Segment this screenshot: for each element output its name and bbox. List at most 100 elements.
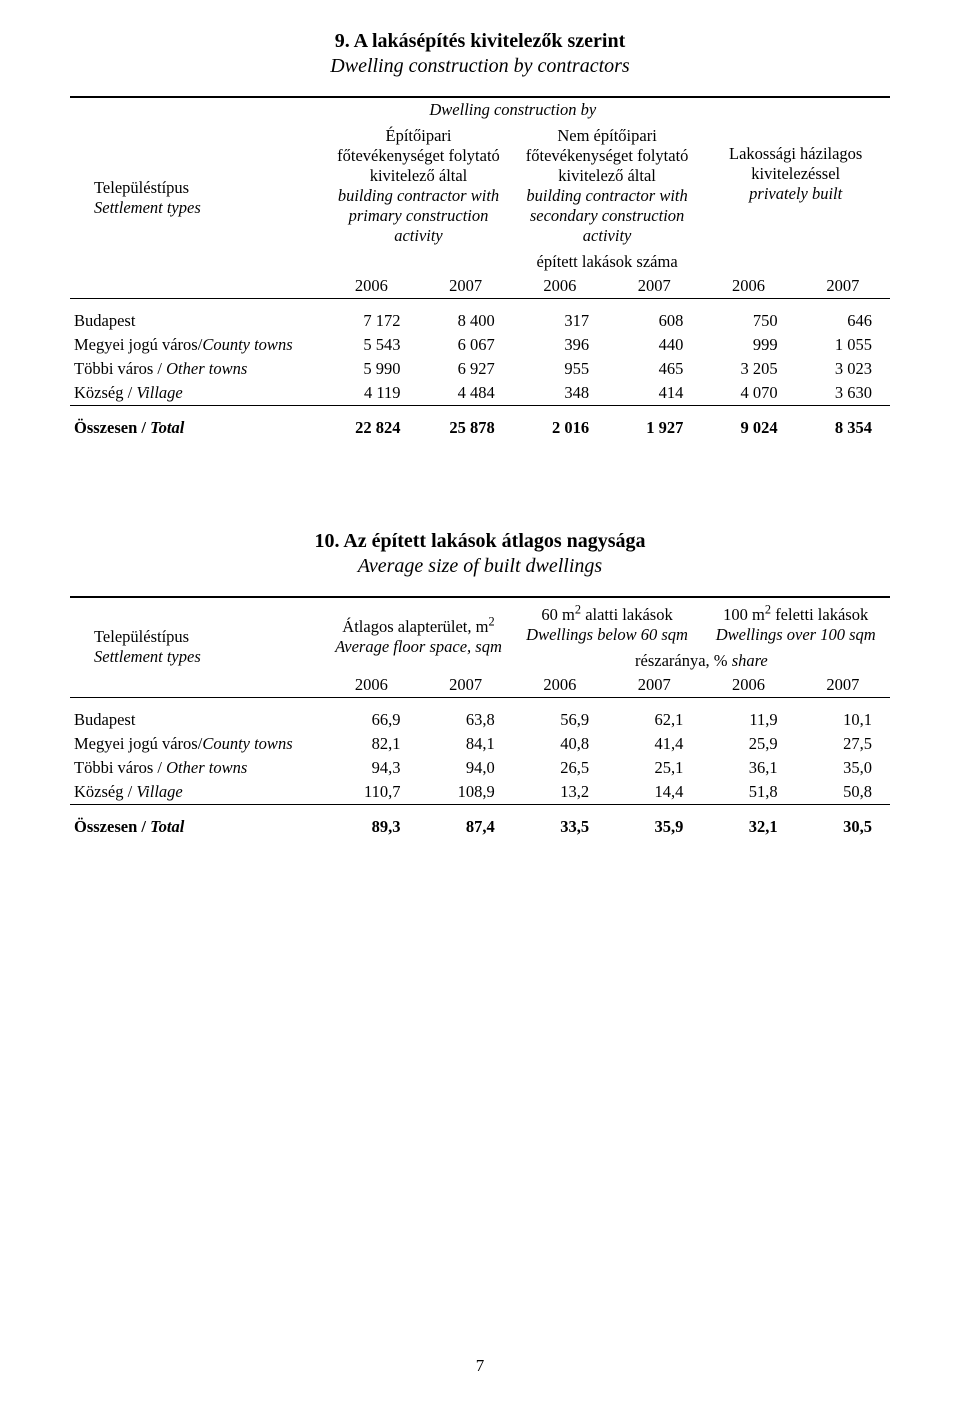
cell: 25,1 bbox=[607, 756, 701, 780]
table-row: Megyei jogú város/County towns 5 543 6 0… bbox=[70, 333, 890, 357]
cell: 7 172 bbox=[324, 309, 418, 333]
col3-en: Dwellings over 100 sqm bbox=[716, 625, 876, 644]
cell: 3 205 bbox=[701, 357, 795, 381]
col2-hu: 60 m2 alatti lakások bbox=[541, 605, 672, 624]
cell: 8 400 bbox=[418, 309, 512, 333]
col1-en: Average floor space, sqm bbox=[335, 637, 502, 656]
year: 2006 bbox=[324, 673, 418, 698]
table-row: Község / Village 4 119 4 484 348 414 4 0… bbox=[70, 381, 890, 406]
cell: 94,3 bbox=[324, 756, 418, 780]
year: 2006 bbox=[513, 673, 607, 698]
year: 2007 bbox=[607, 274, 701, 299]
table2-total-row: Összesen / Total 89,3 87,4 33,5 35,9 32,… bbox=[70, 804, 890, 839]
table2-share: részaránya, % share bbox=[513, 649, 890, 673]
cell: 3 630 bbox=[796, 381, 890, 406]
sep: / bbox=[141, 817, 150, 836]
cell: 84,1 bbox=[418, 732, 512, 756]
row-label-en: Other towns bbox=[166, 359, 247, 378]
txt: Átlagos alapterület, m bbox=[342, 617, 488, 636]
txt: alatti lakások bbox=[581, 605, 673, 624]
cell: 36,1 bbox=[701, 756, 795, 780]
table1-col1: Építőipari főtevékenységet folytató kivi… bbox=[324, 122, 513, 250]
col2-hu: Nem építőipari főtevékenységet folytató … bbox=[526, 126, 689, 185]
year: 2007 bbox=[418, 274, 512, 299]
cell: 955 bbox=[513, 357, 607, 381]
txt: 60 m bbox=[541, 605, 574, 624]
col1-en: building contractor with primary constru… bbox=[338, 186, 499, 245]
cell: 94,0 bbox=[418, 756, 512, 780]
cell: 25,9 bbox=[701, 732, 795, 756]
row-label: Község / bbox=[74, 782, 136, 801]
row-label-en: Village bbox=[136, 383, 182, 402]
row-label-en: County towns bbox=[202, 734, 292, 753]
cell: 108,9 bbox=[418, 780, 512, 805]
table2-col3: 100 m2 feletti lakások Dwellings over 10… bbox=[701, 597, 890, 649]
row-label: Többi város / bbox=[74, 359, 166, 378]
total-label-en: Total bbox=[150, 418, 184, 437]
cell: 2 016 bbox=[513, 406, 607, 441]
share-hu: részaránya, % bbox=[635, 651, 732, 670]
cell: 22 824 bbox=[324, 406, 418, 441]
col3-hu: Lakossági házilagos kivitelezéssel bbox=[729, 144, 862, 183]
table1-total-row: Összesen / Total 22 824 25 878 2 016 1 9… bbox=[70, 406, 890, 441]
year: 2007 bbox=[796, 673, 890, 698]
table1-col2: Nem építőipari főtevékenységet folytató … bbox=[513, 122, 702, 250]
share-en: share bbox=[732, 651, 768, 670]
cell: 5 543 bbox=[324, 333, 418, 357]
table1-col3: Lakossági házilagos kivitelezéssel priva… bbox=[701, 97, 890, 250]
cell: 6 927 bbox=[418, 357, 512, 381]
cell: 89,3 bbox=[324, 804, 418, 839]
row-label-en: Village bbox=[136, 782, 182, 801]
row-label-en: County towns bbox=[202, 335, 292, 354]
cell: 62,1 bbox=[607, 708, 701, 732]
table-row: Többi város / Other towns 5 990 6 927 95… bbox=[70, 357, 890, 381]
cell: 4 070 bbox=[701, 381, 795, 406]
cell: 14,4 bbox=[607, 780, 701, 805]
row-label-en: Other towns bbox=[166, 758, 247, 777]
cell: 4 119 bbox=[324, 381, 418, 406]
cell: 608 bbox=[607, 309, 701, 333]
cell: 396 bbox=[513, 333, 607, 357]
col3-en: privately built bbox=[749, 184, 842, 203]
cell: 10,1 bbox=[796, 708, 890, 732]
cell: 6 067 bbox=[418, 333, 512, 357]
page-number: 7 bbox=[0, 1356, 960, 1376]
table-row: Többi város / Other towns 94,3 94,0 26,5… bbox=[70, 756, 890, 780]
year: 2007 bbox=[796, 274, 890, 299]
total-label: Összesen bbox=[74, 418, 141, 437]
cell: 465 bbox=[607, 357, 701, 381]
cell: 82,1 bbox=[324, 732, 418, 756]
total-label-en: Total bbox=[150, 817, 184, 836]
row-label: Község / bbox=[74, 383, 136, 402]
rowhead-en: Settlement types bbox=[94, 198, 201, 217]
table2-col2: 60 m2 alatti lakások Dwellings below 60 … bbox=[513, 597, 702, 649]
cell: 3 023 bbox=[796, 357, 890, 381]
table1-title: 9. A lakásépítés kivitelezők szerint bbox=[70, 30, 890, 53]
table2-title: 10. Az épített lakások átlagos nagysága bbox=[70, 530, 890, 553]
cell: 5 990 bbox=[324, 357, 418, 381]
table1: Településtípus Settlement types Dwelling… bbox=[70, 96, 890, 440]
total-label: Összesen bbox=[74, 817, 141, 836]
rowhead-hu: Településtípus bbox=[94, 627, 189, 646]
cell: 40,8 bbox=[513, 732, 607, 756]
table-row: Budapest 7 172 8 400 317 608 750 646 bbox=[70, 309, 890, 333]
year: 2006 bbox=[324, 274, 418, 299]
cell: 317 bbox=[513, 309, 607, 333]
cell: 9 024 bbox=[701, 406, 795, 441]
col1-hu: Építőipari főtevékenységet folytató kivi… bbox=[337, 126, 500, 185]
table1-rowhead: Településtípus Settlement types bbox=[70, 97, 324, 299]
cell: 646 bbox=[796, 309, 890, 333]
cell: 63,8 bbox=[418, 708, 512, 732]
year: 2007 bbox=[607, 673, 701, 698]
cell: 51,8 bbox=[701, 780, 795, 805]
cell: 87,4 bbox=[418, 804, 512, 839]
cell: 26,5 bbox=[513, 756, 607, 780]
cell: 348 bbox=[513, 381, 607, 406]
cell: 8 354 bbox=[796, 406, 890, 441]
table-row: Község / Village 110,7 108,9 13,2 14,4 5… bbox=[70, 780, 890, 805]
cell: 11,9 bbox=[701, 708, 795, 732]
cell: 13,2 bbox=[513, 780, 607, 805]
table-row: Megyei jogú város/County towns 82,1 84,1… bbox=[70, 732, 890, 756]
cell: 41,4 bbox=[607, 732, 701, 756]
cell: 56,9 bbox=[513, 708, 607, 732]
